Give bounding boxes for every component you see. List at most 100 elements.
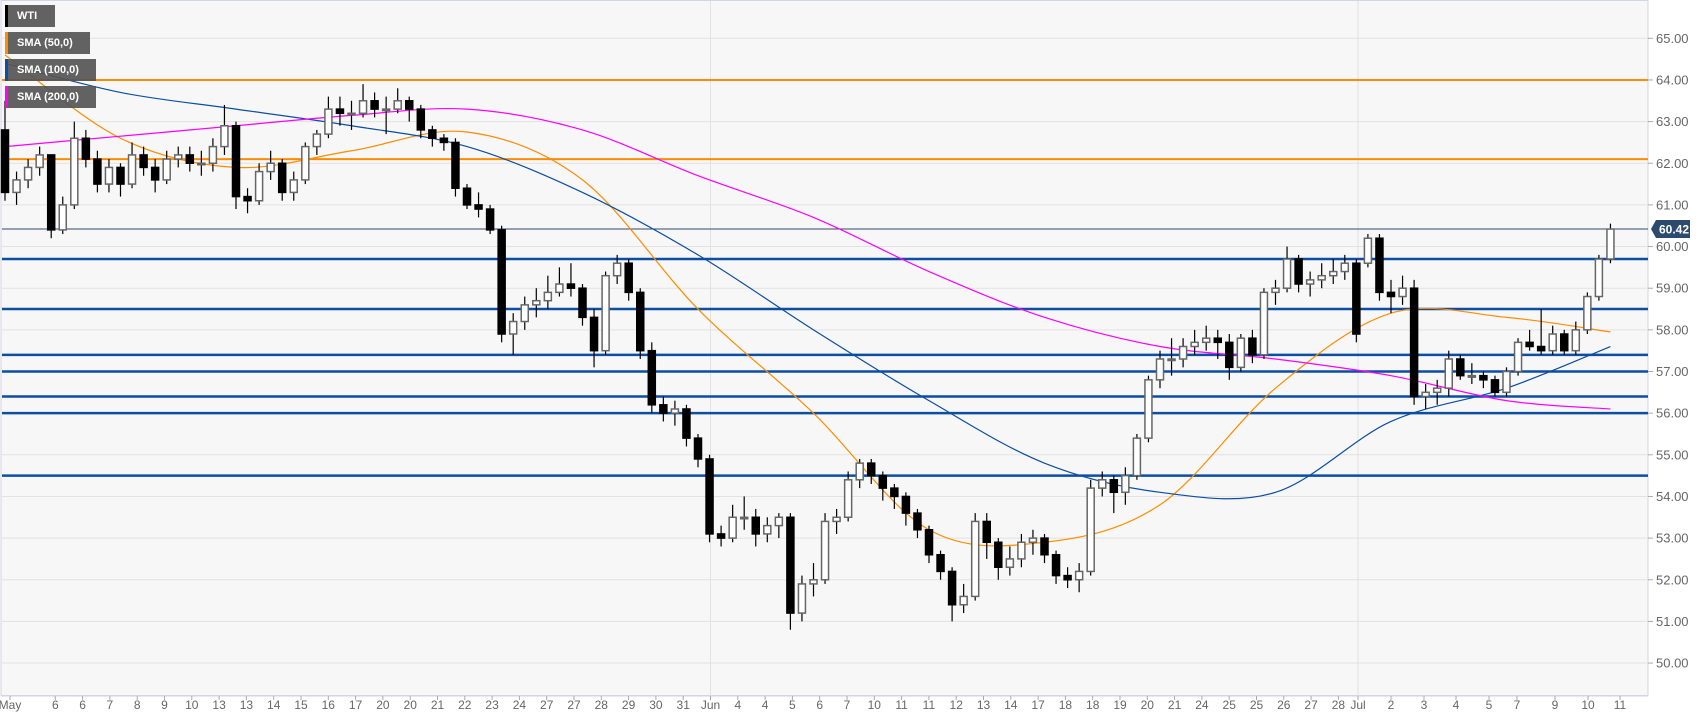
candle	[1017, 533, 1026, 568]
candle	[162, 150, 171, 185]
candle-body	[670, 408, 680, 414]
sma-line	[4, 62, 1611, 500]
candle	[728, 504, 737, 543]
candle	[601, 271, 610, 355]
candle-body	[1282, 258, 1292, 289]
candle	[139, 146, 148, 176]
x-tick-label: 3	[1421, 698, 1428, 712]
y-tick-label: 54.00	[1656, 489, 1689, 504]
legend-color-swatch	[5, 32, 8, 54]
x-axis: May 6 6 7 8 9 10 13 13 14 15 16 17 20 20 21 22 23 24 27 27 28…	[0, 695, 1648, 712]
candle-body	[1375, 237, 1384, 294]
x-tick-label: May	[0, 698, 21, 712]
legend-sma100[interactable]: SMA (100,0)	[5, 59, 96, 81]
candle	[843, 471, 853, 522]
candle-body	[1040, 537, 1049, 556]
candle	[116, 163, 125, 197]
candle	[289, 171, 298, 201]
candle-body	[451, 141, 460, 189]
candle	[1051, 550, 1061, 584]
candle-body	[347, 112, 356, 116]
candle-body	[867, 462, 876, 477]
candle-body	[162, 158, 171, 181]
candle	[1456, 354, 1465, 380]
legend-wti[interactable]: WTI	[5, 5, 55, 27]
candle	[1317, 263, 1326, 289]
x-tick-label: 11	[923, 698, 936, 712]
candle	[1375, 234, 1384, 301]
legend-color-swatch	[5, 5, 8, 27]
candle	[1467, 363, 1477, 384]
candle	[451, 138, 460, 197]
x-tick-label: 9	[1552, 698, 1559, 712]
candle-body	[243, 195, 252, 202]
candle-body	[1340, 262, 1350, 273]
candle	[1490, 375, 1500, 397]
candle-body	[93, 158, 102, 185]
x-tick-label: 2	[1388, 698, 1395, 712]
candle	[1409, 279, 1419, 405]
candle-body	[589, 316, 599, 352]
candle	[104, 159, 114, 193]
legend-sma50[interactable]: SMA (50,0)	[5, 32, 90, 54]
x-tick-label: 10	[868, 698, 882, 712]
candle-body	[1398, 287, 1407, 298]
candle-body	[636, 291, 645, 352]
candle-body	[23, 166, 33, 181]
candle	[1282, 246, 1292, 293]
x-tick-label: 28	[595, 698, 609, 712]
legend-label: SMA (50,0)	[17, 37, 73, 49]
candle	[1294, 254, 1303, 293]
x-tick-label: Jul	[1350, 698, 1365, 712]
candle-body	[1513, 341, 1523, 373]
x-tick-label: 13	[977, 698, 991, 712]
candle	[1432, 379, 1442, 405]
candle	[324, 96, 333, 139]
x-tick-label: 24	[513, 698, 527, 712]
sma-line	[4, 107, 1611, 410]
candle	[1444, 350, 1453, 397]
x-tick-label: 22	[458, 698, 472, 712]
candle-body	[693, 437, 703, 460]
candle-body	[312, 133, 322, 148]
candle	[70, 121, 79, 210]
candle-body	[1167, 358, 1176, 362]
candle-body	[1560, 333, 1569, 352]
candle	[1271, 279, 1280, 305]
candle-body	[174, 154, 183, 160]
candle	[1259, 288, 1269, 360]
candle-body	[878, 474, 888, 489]
candle-body	[763, 524, 772, 535]
candle	[405, 96, 414, 122]
x-tick-label: 24	[1195, 698, 1209, 712]
candle-body	[1583, 295, 1592, 331]
candle	[127, 142, 137, 189]
x-tick-label: 23	[485, 698, 499, 712]
x-tick-label: 10	[1581, 698, 1595, 712]
candle-body	[508, 320, 518, 335]
candle-body	[901, 495, 911, 514]
candle	[763, 517, 772, 543]
x-tick-label: 11	[1614, 698, 1627, 712]
candle	[1583, 292, 1592, 335]
candle-body	[185, 154, 195, 164]
candle-body	[1236, 337, 1246, 369]
candle	[301, 142, 310, 185]
candle-body	[532, 299, 541, 306]
candle-body	[682, 408, 691, 439]
candle	[497, 225, 506, 343]
candle-body	[1213, 337, 1222, 344]
candle	[924, 525, 934, 564]
candle	[1178, 338, 1188, 368]
x-tick-label: 18	[1086, 698, 1100, 712]
x-tick-label: 4	[734, 698, 741, 712]
x-tick-label: 27	[1304, 698, 1318, 712]
candle	[1548, 325, 1557, 355]
candle-body	[1074, 570, 1084, 581]
level-lines	[2, 78, 1648, 477]
x-tick-label: 31	[677, 698, 691, 712]
candle-body	[58, 204, 67, 231]
legend-sma200[interactable]: SMA (200,0)	[5, 86, 96, 108]
candle	[277, 159, 287, 201]
